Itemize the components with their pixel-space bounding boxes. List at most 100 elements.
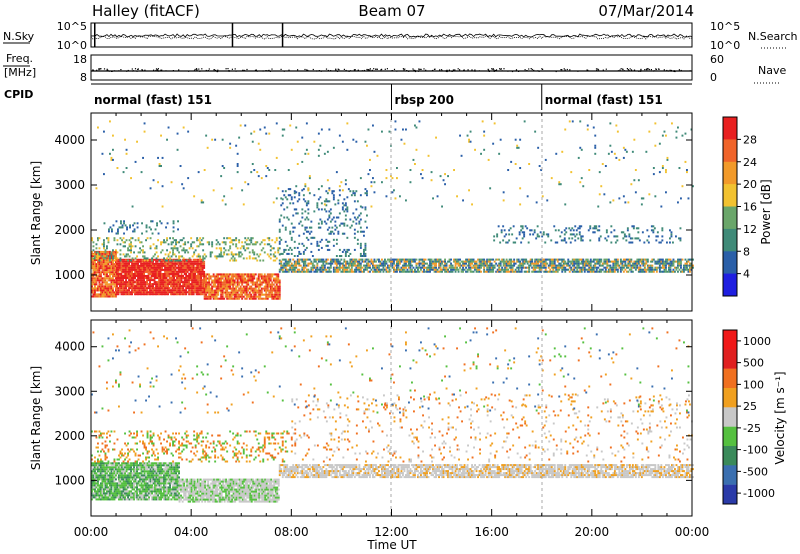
- power-cell: [364, 244, 367, 247]
- power-cell: [260, 275, 263, 278]
- power-cell: [573, 262, 576, 265]
- power-cell: [94, 295, 96, 298]
- power-cell: [580, 239, 583, 242]
- power-cell: [197, 275, 200, 278]
- power-cell: [106, 289, 108, 292]
- power-cell: [430, 258, 433, 261]
- power-cell: [245, 289, 248, 292]
- power-cell: [159, 273, 162, 276]
- power-cell: [164, 270, 166, 273]
- power-cell: [199, 243, 202, 246]
- power-cell: [457, 260, 460, 263]
- power-cell: [247, 275, 250, 278]
- power-cell: [140, 264, 142, 267]
- power-cell: [344, 252, 347, 255]
- power-cell: [677, 264, 679, 267]
- power-cell: [489, 270, 492, 273]
- power-cell: [468, 140, 470, 143]
- power-cell: [302, 258, 305, 261]
- power-cell: [199, 241, 202, 244]
- power-cell: [128, 249, 131, 252]
- power-cell: [161, 277, 163, 280]
- power-cell: [101, 255, 104, 258]
- power-cell: [302, 268, 305, 271]
- power-cell: [660, 266, 663, 269]
- power-cell: [138, 283, 141, 286]
- power-cell: [101, 293, 104, 296]
- power-cell: [568, 264, 571, 267]
- power-cell: [128, 293, 130, 296]
- noise-left-tick-top: 10^5: [57, 20, 87, 33]
- power-cell: [126, 264, 129, 267]
- power-cell: [189, 268, 192, 271]
- power-cell: [295, 262, 298, 265]
- power-cell: [236, 163, 239, 166]
- power-cell: [468, 189, 470, 192]
- power-cell: [418, 258, 421, 261]
- power-cell: [166, 237, 168, 240]
- power-cell: [678, 237, 680, 240]
- power-cell: [344, 214, 347, 217]
- power-cell: [459, 262, 461, 265]
- power-cell: [409, 262, 412, 265]
- power-cell: [272, 289, 275, 292]
- power-cell: [509, 227, 512, 230]
- power-cell: [253, 277, 256, 280]
- power-cell: [661, 165, 664, 168]
- power-cell: [171, 275, 174, 278]
- power-cell: [174, 270, 177, 273]
- power-cell: [275, 197, 278, 200]
- power-cell: [677, 260, 679, 263]
- power-cell: [197, 283, 200, 286]
- power-cell: [450, 262, 452, 265]
- power-cell: [181, 249, 184, 252]
- power-cell: [535, 270, 538, 273]
- power-cell: [138, 275, 141, 278]
- power-cell: [205, 285, 208, 288]
- power-cell: [274, 285, 277, 288]
- power-cell: [245, 283, 248, 286]
- power-cell: [353, 236, 356, 239]
- power-cell: [176, 291, 178, 294]
- power-cell: [346, 268, 349, 271]
- power-cell: [220, 249, 223, 252]
- power-cell: [221, 273, 224, 276]
- power-cell: [143, 287, 145, 290]
- nave-point: [420, 68, 422, 70]
- power-cell: [651, 258, 654, 261]
- power-cell: [639, 266, 642, 269]
- power-cell: [203, 297, 206, 300]
- power-cell: [355, 260, 358, 263]
- power-cell: [265, 291, 268, 294]
- power-cell: [293, 226, 296, 229]
- power-cell: [110, 293, 113, 296]
- power-cell: [550, 264, 553, 267]
- power-cell: [220, 253, 223, 256]
- power-cell: [159, 289, 162, 292]
- power-cell: [201, 291, 204, 294]
- power-cell: [100, 250, 102, 253]
- power-cell: [268, 279, 271, 282]
- power-cell: [329, 258, 332, 261]
- power-cell: [319, 240, 322, 243]
- power-cell: [305, 202, 308, 205]
- power-cell: [622, 195, 625, 198]
- power-cell: [180, 266, 183, 269]
- power-cell: [681, 185, 684, 188]
- power-cell: [257, 289, 260, 292]
- power-cell: [448, 264, 451, 267]
- power-cell: [352, 220, 355, 223]
- power-cell: [171, 283, 174, 286]
- power-cell: [274, 251, 277, 254]
- power-cell: [373, 260, 376, 263]
- power-cell: [353, 248, 356, 251]
- power-cell: [122, 275, 124, 278]
- power-cell: [283, 270, 286, 273]
- power-cell: [277, 281, 280, 284]
- power-cell: [603, 258, 606, 261]
- power-cell: [206, 146, 209, 149]
- power-cell: [265, 281, 268, 284]
- power-cell: [130, 247, 132, 250]
- power-cell: [95, 265, 98, 268]
- power-cell: [218, 247, 221, 250]
